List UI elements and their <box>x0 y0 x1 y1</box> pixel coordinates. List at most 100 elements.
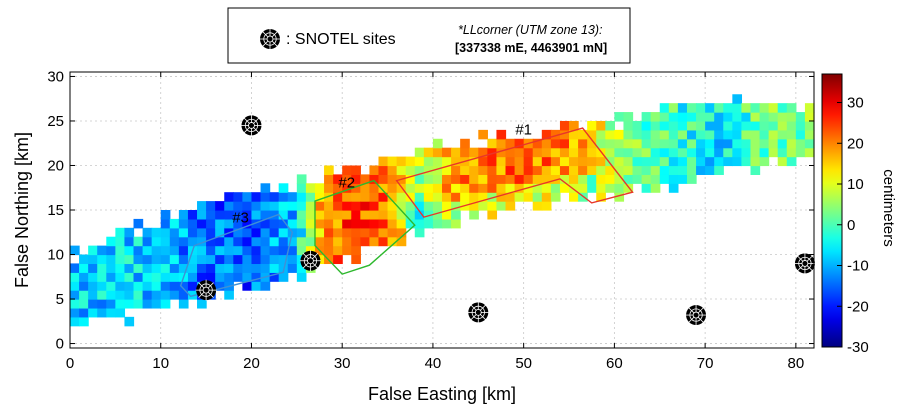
snotel-site-marker <box>467 301 489 323</box>
heatmap-cell <box>97 245 107 256</box>
heatmap-cell <box>251 254 262 265</box>
heatmap-cell <box>215 227 225 238</box>
heatmap-cell <box>160 218 171 229</box>
heatmap-cell <box>759 112 770 122</box>
heatmap-cell <box>451 156 461 167</box>
heatmap-cell <box>478 192 488 202</box>
heatmap-cell <box>714 138 724 149</box>
heatmap-cell <box>278 254 289 265</box>
heatmap-cell <box>378 201 389 211</box>
heatmap-cell <box>496 174 507 184</box>
heatmap-cell <box>414 183 425 193</box>
heatmap-cell <box>97 281 107 291</box>
heatmap-cell <box>487 183 498 193</box>
heatmap-cell <box>605 138 615 149</box>
heatmap-cell <box>451 165 461 175</box>
heatmap-cell <box>115 281 126 291</box>
heatmap-cell <box>696 129 706 140</box>
heatmap-cell <box>478 201 488 211</box>
heatmap-cell <box>296 218 307 229</box>
heatmap-cell <box>305 183 316 193</box>
heatmap-cell <box>70 307 80 318</box>
heatmap-cell <box>342 245 352 256</box>
heatmap-cell <box>786 120 797 131</box>
heatmap-cell <box>251 218 262 229</box>
heatmap-cell <box>623 156 634 167</box>
heatmap-cell <box>396 227 407 238</box>
heatmap-cell <box>396 156 407 167</box>
heatmap-cell <box>242 272 253 282</box>
heatmap-cell <box>505 183 516 193</box>
heatmap-cell <box>197 245 207 256</box>
heatmap-cell <box>541 165 552 175</box>
heatmap-cell <box>432 218 443 229</box>
heatmap-cell <box>197 263 207 273</box>
heatmap-cell <box>569 174 579 184</box>
heatmap-cell <box>151 290 162 300</box>
heatmap-cell <box>79 272 89 282</box>
heatmap-cell <box>469 210 479 220</box>
heatmap-cell <box>260 281 271 291</box>
heatmap-cell <box>605 183 615 193</box>
heatmap-cell <box>251 227 262 238</box>
heatmap-cell <box>478 174 488 184</box>
heatmap-cell <box>705 120 715 131</box>
heatmap-cell <box>169 254 180 265</box>
heatmap-cell <box>641 183 652 193</box>
heatmap-cell <box>487 165 498 175</box>
heatmap-cell <box>550 147 561 158</box>
heatmap-cell <box>305 236 316 247</box>
heatmap-cell <box>305 210 316 220</box>
heatmap-cell <box>333 201 343 211</box>
heatmap-cell <box>786 129 797 140</box>
heatmap-cell <box>442 165 452 175</box>
heatmap-cell <box>178 236 189 247</box>
heatmap-cell <box>351 174 361 184</box>
heatmap-cell <box>496 147 507 158</box>
heatmap-cell <box>523 192 534 202</box>
heatmap-cell <box>314 201 325 211</box>
heatmap-cell <box>659 156 670 167</box>
heatmap-cell <box>768 112 779 122</box>
heatmap-cell <box>705 112 715 122</box>
heatmap-cell <box>569 138 579 149</box>
heatmap-cell <box>541 129 552 140</box>
y-axis-label: False Northing [km] <box>12 132 32 288</box>
heatmap-cell <box>106 307 116 318</box>
heatmap-cell <box>178 281 189 291</box>
legend: : SNOTEL sites *LLcorner (UTM zone 13): … <box>227 7 631 64</box>
heatmap-cell <box>768 138 779 149</box>
heatmap-cell <box>523 174 534 184</box>
heatmap-cell <box>278 272 289 282</box>
heatmap-cell <box>387 174 398 184</box>
heatmap-cell <box>197 236 207 247</box>
heatmap-cell <box>469 192 479 202</box>
colorbar-ticks: -30 -20 -10 0 10 20 30 <box>837 95 869 356</box>
heatmap-cell <box>278 227 289 238</box>
heatmap-cell <box>777 129 788 140</box>
heatmap-cell <box>88 307 98 318</box>
heatmap-cell <box>396 236 407 247</box>
heatmap-cell <box>178 254 189 265</box>
heatmap-cell <box>423 156 434 167</box>
heatmap-cell <box>287 245 298 256</box>
heatmap-cell <box>260 254 271 265</box>
heatmap-cell <box>215 245 225 256</box>
x-tick-label: 50 <box>515 355 532 372</box>
heatmap-cell <box>106 254 116 265</box>
heatmap-cell <box>333 254 343 265</box>
legend-box <box>227 7 631 64</box>
heatmap-cell <box>160 272 171 282</box>
heatmap-cell <box>242 236 253 247</box>
heatmap-cell <box>369 236 380 247</box>
heatmap-cell <box>723 103 733 113</box>
heatmap-cell <box>287 254 298 265</box>
heatmap-cell <box>659 129 670 140</box>
heatmap-cell <box>251 245 262 256</box>
heatmap-cell <box>714 103 724 113</box>
heatmap-cell <box>686 147 697 158</box>
heatmap-cell <box>559 165 570 175</box>
heatmap-cell <box>514 156 525 167</box>
heatmap-cell <box>469 147 479 158</box>
heatmap-cell <box>224 236 234 247</box>
